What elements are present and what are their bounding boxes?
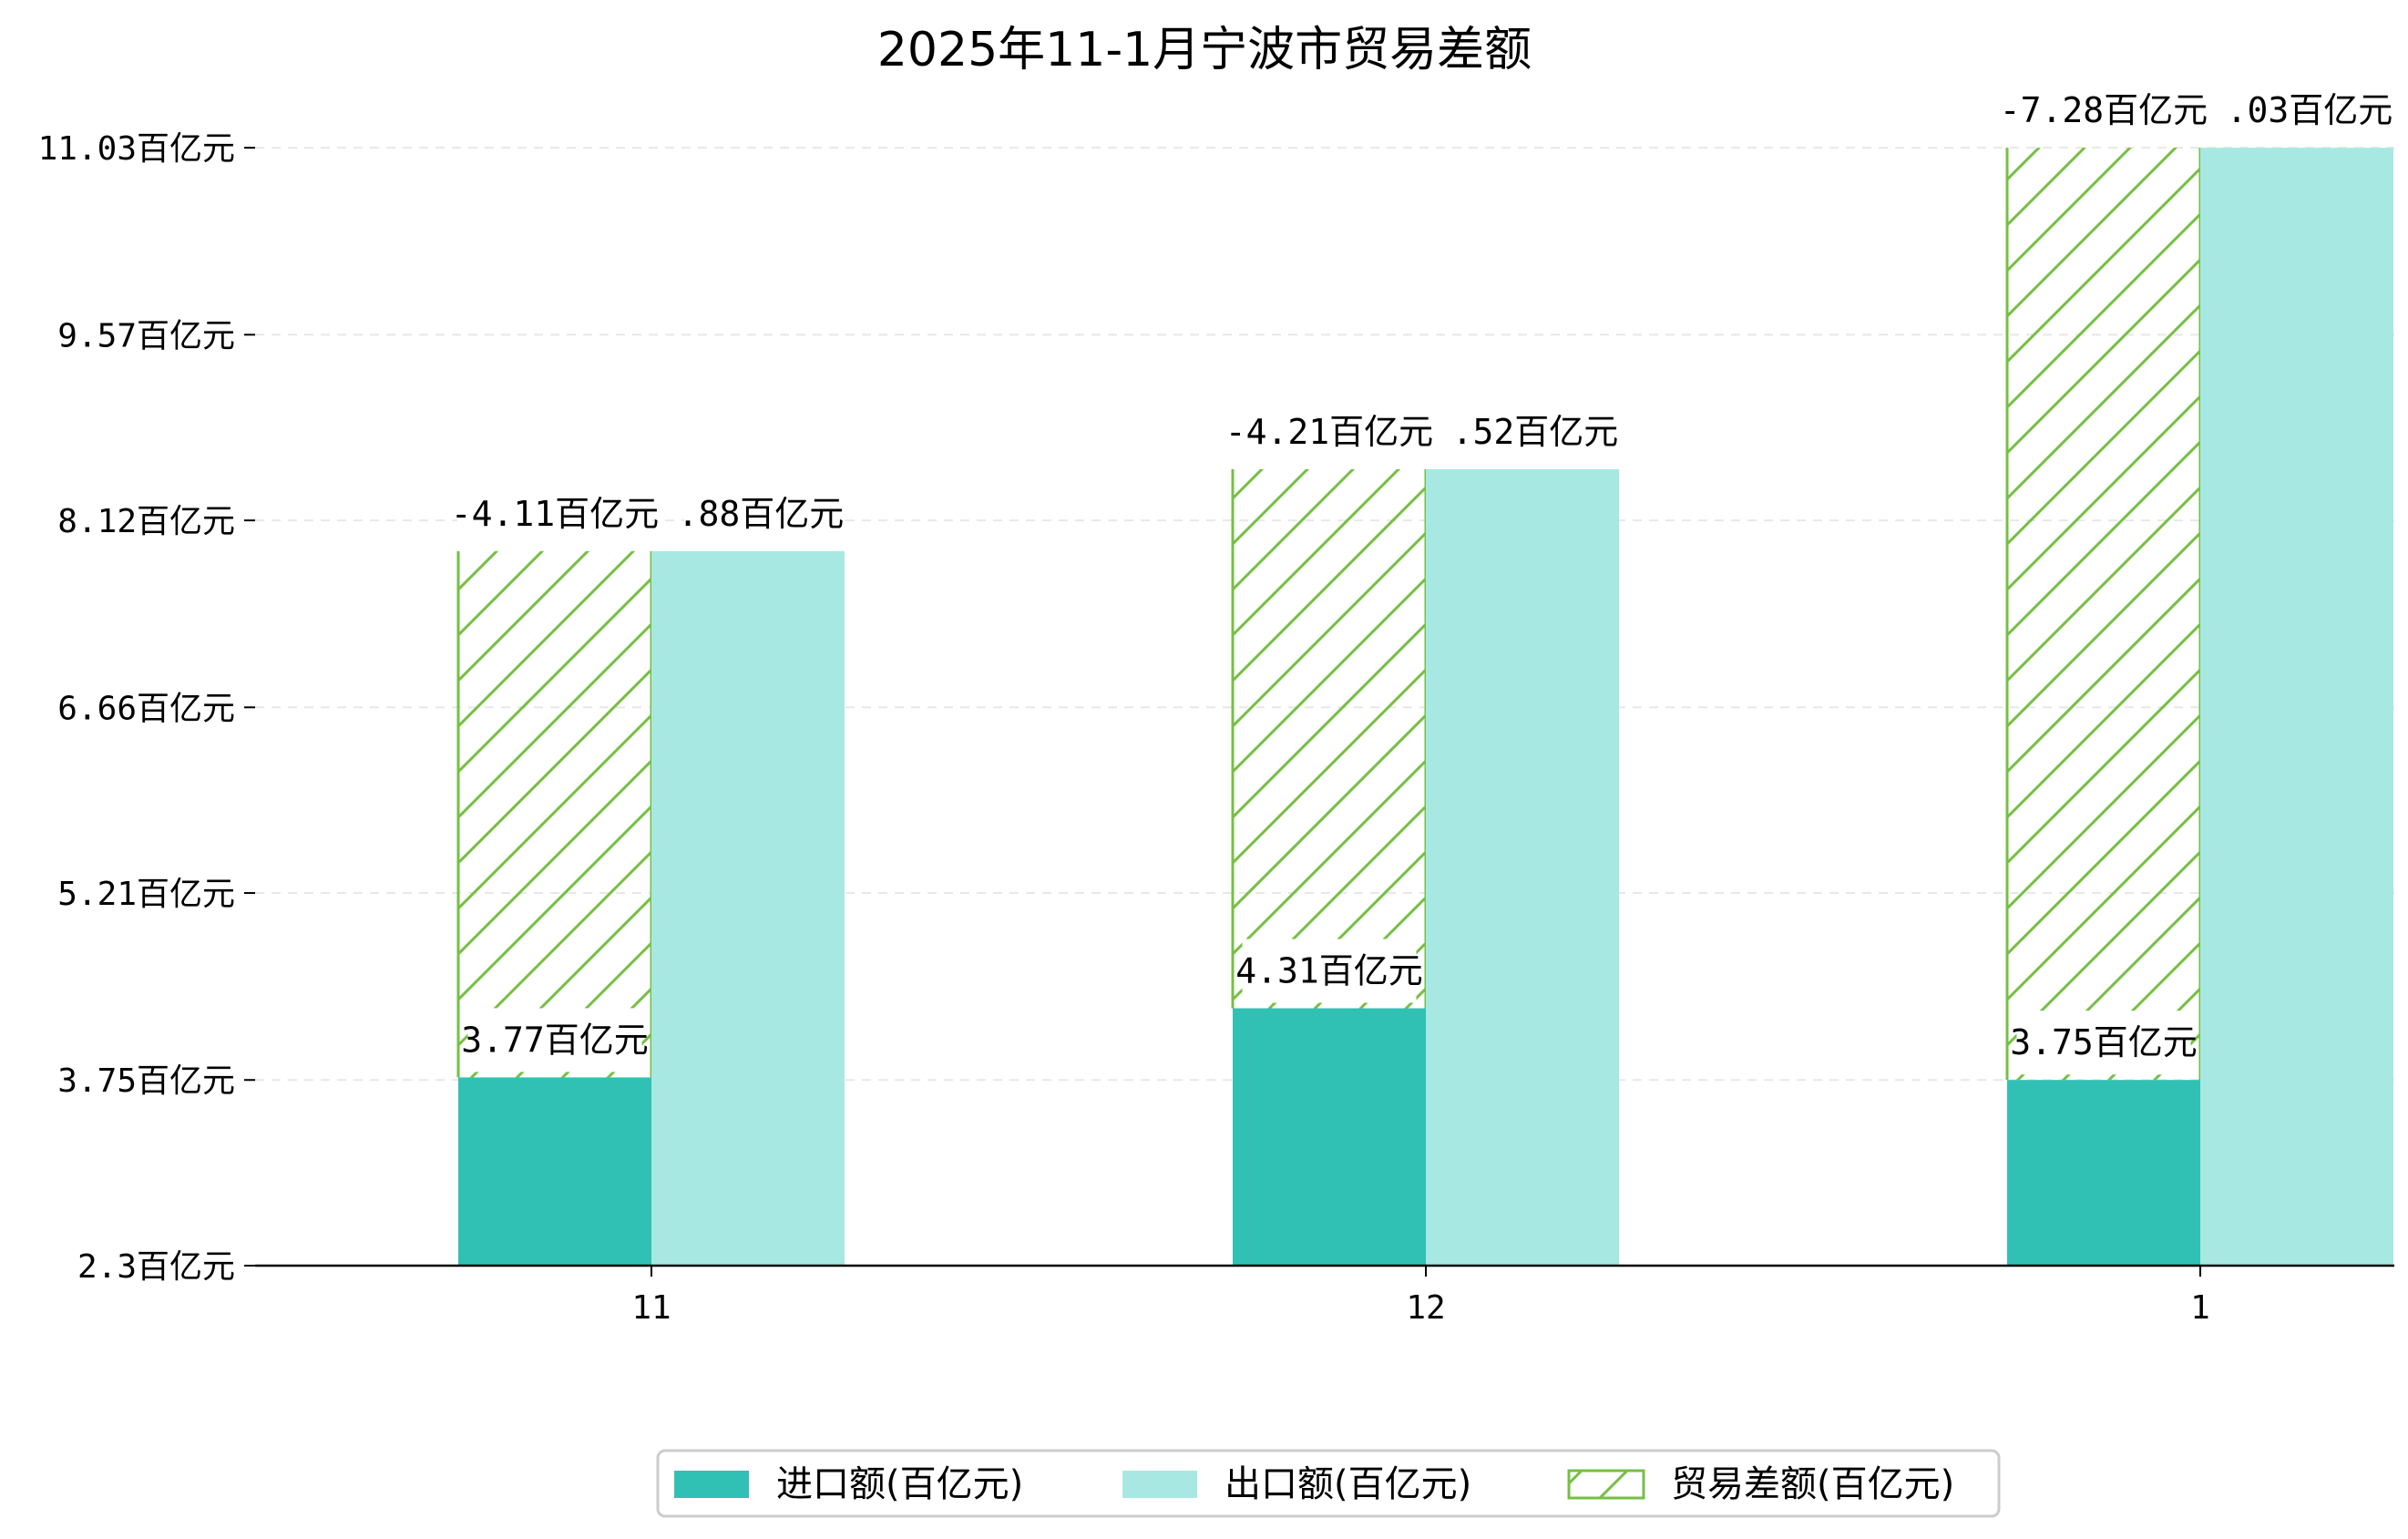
y-tick-label: 6.66百亿元 (57, 690, 235, 727)
bars (456, 148, 2393, 1267)
legend-swatch (674, 1471, 749, 1498)
legend-swatch (1567, 1469, 1645, 1500)
y-tick-label: 5.21百亿元 (57, 876, 235, 913)
data-label: .88百亿元 (678, 481, 845, 546)
data-label: -4.11百亿元 (451, 481, 659, 546)
bar-export (2200, 148, 2393, 1267)
data-label-text: -7.28百亿元 (2000, 90, 2208, 130)
data-label: 3.75百亿元 (2010, 1011, 2198, 1075)
data-label: -7.28百亿元 (2000, 78, 2208, 143)
data-label-background (2006, 78, 2201, 143)
y-tick-label: 2.3百亿元 (77, 1248, 235, 1286)
legend-item: 进口额(百亿元) (674, 1463, 1023, 1505)
axes: 2.3百亿元 3.75百亿元 5.21百亿元 6.66百亿元 8.12百亿元 9.57百亿… (38, 130, 2394, 1327)
data-label: .03百亿元 (2227, 78, 2393, 143)
bar-trade-balance (1233, 468, 1426, 1009)
legend-label: 贸易差额(百亿元) (1671, 1463, 1954, 1505)
y-tick-label: 11.03百亿元 (38, 130, 235, 168)
bar-trade-balance (458, 550, 651, 1078)
data-label: 3.77百亿元 (461, 1008, 649, 1072)
legend-box (656, 1449, 2001, 1518)
bar-export (651, 550, 845, 1266)
legend-label: 进口额(百亿元) (776, 1463, 1023, 1505)
x-tick-label: 12 (1406, 1289, 1445, 1327)
data-label: .52百亿元 (1452, 399, 1619, 464)
data-label-text: .03百亿元 (2227, 90, 2393, 130)
data-label-text: -4.11百亿元 (451, 494, 659, 534)
y-tick-label: 9.57百亿元 (57, 317, 235, 354)
legend-item: 出口额(百亿元) (1122, 1463, 1471, 1505)
data-label-background (1242, 939, 1417, 1003)
data-label-text: 3.75百亿元 (2010, 1022, 2198, 1062)
x-tick-label: 1 (2190, 1289, 2210, 1327)
y-tick-label: 3.75百亿元 (57, 1062, 235, 1100)
legend-swatch (1122, 1471, 1197, 1498)
data-label-background (1232, 399, 1427, 464)
bar-export (1426, 468, 1619, 1266)
data-label-text: .52百亿元 (1452, 412, 1619, 452)
data-label-background (2233, 78, 2386, 143)
bar-import (1233, 1008, 1426, 1266)
legend-item: 贸易差额(百亿元) (1567, 1463, 1954, 1505)
x-tick-label: 11 (631, 1289, 671, 1327)
data-label-background (457, 481, 652, 546)
data-label-background (684, 481, 837, 546)
data-label-text: 3.77百亿元 (461, 1020, 649, 1060)
data-label-background (1459, 399, 1612, 464)
bar-import (458, 1077, 651, 1266)
chart-title: 2025年11-1月宁波市贸易差额 (877, 23, 1532, 77)
data-label-text: -4.21百亿元 (1225, 412, 1433, 452)
legend-label: 出口额(百亿元) (1224, 1463, 1471, 1505)
data-label-text: 4.31百亿元 (1235, 951, 1423, 991)
data-label: -4.21百亿元 (1225, 399, 1433, 464)
bar-import (2007, 1080, 2200, 1266)
bar-trade-balance (2007, 148, 2200, 1081)
legend: 进口额(百亿元) 出口额(百亿元) 贸易差额(百亿元) (656, 1449, 2001, 1518)
data-label-background (467, 1008, 642, 1072)
data-label-text: .88百亿元 (678, 494, 845, 534)
y-tick-label: 8.12百亿元 (57, 503, 235, 540)
data-label-background (2016, 1011, 2191, 1075)
data-label: 4.31百亿元 (1235, 939, 1423, 1003)
data-labels: -4.11百亿元 .88百亿元 3.77百亿元 -4.21百亿元 .52百亿元 4.31百… (451, 78, 2393, 1075)
